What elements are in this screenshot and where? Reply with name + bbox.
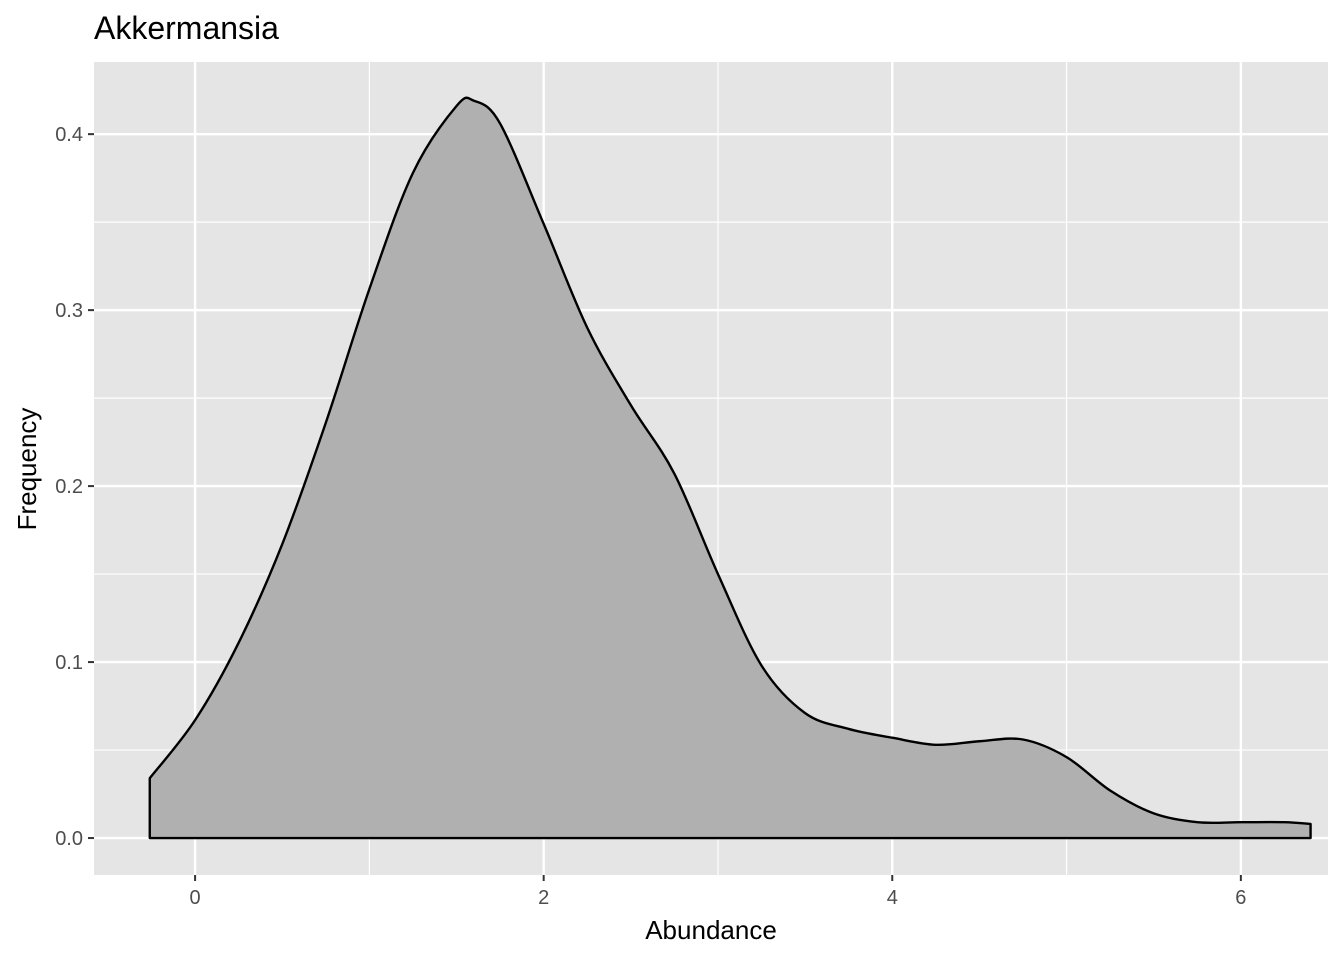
- density-layer: [148, 96, 1312, 840]
- y-tick-label: 0.1: [55, 652, 83, 674]
- x-tick-label: 4: [887, 887, 898, 909]
- y-axis-title: Frequency: [12, 408, 42, 531]
- y-tick-label: 0.4: [55, 124, 83, 146]
- y-axis: 0.0 0.1 0.2 0.3 0.4: [55, 124, 94, 850]
- y-tick-label: 0.3: [55, 300, 83, 322]
- x-axis-title: Abundance: [645, 915, 777, 945]
- chart-title: Akkermansia: [94, 10, 279, 46]
- y-tick-label: 0.2: [55, 476, 83, 498]
- x-tick-label: 2: [538, 887, 549, 909]
- density-area: [148, 96, 1312, 840]
- x-tick-label: 0: [190, 887, 201, 909]
- x-tick-label: 6: [1235, 887, 1246, 909]
- y-tick-label: 0.0: [55, 828, 83, 850]
- x-axis: 0 2 4 6: [190, 875, 1246, 909]
